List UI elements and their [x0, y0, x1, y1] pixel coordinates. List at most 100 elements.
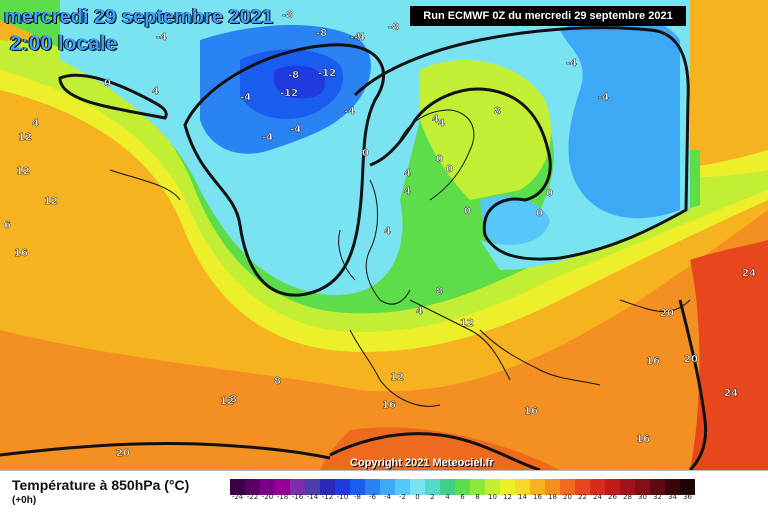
scale-swatch: -22 — [245, 479, 260, 501]
scale-tick-label: 12 — [503, 493, 512, 501]
scale-tick-label: -12 — [321, 493, 334, 501]
scale-tick-label: -6 — [369, 493, 376, 501]
contour-20-southeast — [329, 432, 541, 470]
scale-tick-label: -14 — [306, 493, 319, 501]
field-minus12 — [273, 65, 326, 99]
scale-tick-label: -16 — [291, 493, 304, 501]
isotherm-label: 12 — [16, 166, 30, 177]
scale-tick-label: -20 — [261, 493, 274, 501]
scale-tick-label: -18 — [276, 493, 289, 501]
field-minus4-east — [560, 16, 680, 219]
isotherm-label: 8 — [274, 376, 281, 387]
contour-0-east — [353, 26, 690, 261]
isotherm-label: 8 — [436, 286, 443, 297]
isotherm-label: -4 — [566, 58, 577, 69]
isotherm-label: 6 — [4, 220, 11, 231]
scale-tick-label: 16 — [533, 493, 542, 501]
scale-tick-label: 20 — [563, 493, 572, 501]
copyright: Copyright 2021 Meteociel.fr — [350, 457, 494, 469]
isotherm-label: 0 — [446, 164, 453, 175]
scale-tick-label: 8 — [475, 493, 480, 501]
scale-tick-label: 32 — [653, 493, 662, 501]
scale-swatch: -8 — [350, 479, 365, 501]
isotherm-label: 12 — [460, 318, 474, 329]
scale-tick-label: -2 — [399, 493, 406, 501]
scale-tick-label: 4 — [445, 493, 450, 501]
isotherm-label: 4 — [416, 306, 423, 317]
isotherm-label: 16 — [636, 434, 650, 445]
isotherm-label: 16 — [14, 248, 28, 259]
scale-swatch: 8 — [470, 479, 485, 501]
isotherm-label: 12 — [18, 132, 32, 143]
scale-swatch: 36 — [680, 479, 695, 501]
isotherm-label: -8 — [388, 22, 399, 33]
isotherm-label: 4 — [432, 114, 439, 125]
scale-swatch: -18 — [275, 479, 290, 501]
scale-swatch: 14 — [515, 479, 530, 501]
scale-tick-label: 18 — [548, 493, 557, 501]
scale-swatch: 34 — [665, 479, 680, 501]
isotherm-label: -4 — [240, 92, 251, 103]
temperature-map: -8 -8 -4 -8 -12 -12 -8 -4 -4 -4 -4 -4 -4 -4 -4 4 4 0 8 12 12… — [0, 0, 768, 470]
legend-subtitle: (+0h) — [12, 495, 37, 506]
isotherm-label: -8 — [288, 70, 299, 81]
field-scandinavia — [420, 60, 551, 200]
scale-tick-label: 24 — [593, 493, 602, 501]
isotherm-label: -4 — [350, 32, 361, 43]
scale-tick-label: -22 — [246, 493, 259, 501]
scale-tick-label: 2 — [430, 493, 435, 501]
run-info: Run ECMWF 0Z du mercredi 29 septembre 20… — [410, 6, 686, 26]
scale-tick-label: 26 — [608, 493, 617, 501]
legend-title: Température à 850hPa (°C) — [12, 477, 190, 493]
isotherm-label: 16 — [524, 406, 538, 417]
scale-swatch: 30 — [635, 479, 650, 501]
field-24 — [690, 240, 768, 470]
scale-tick-label: 28 — [623, 493, 632, 501]
isotherm-label: 0 — [362, 148, 369, 159]
scale-swatch: -24 — [230, 479, 245, 501]
scale-tick-label: -8 — [354, 493, 361, 501]
scale-swatch: -12 — [320, 479, 335, 501]
scale-tick-label: 36 — [683, 493, 692, 501]
scale-tick-label: 0 — [415, 493, 420, 501]
isotherm-label: 0 — [546, 188, 553, 199]
isotherm-label: -4 — [598, 92, 609, 103]
scale-swatch: -2 — [395, 479, 410, 501]
isotherm-label: 24 — [742, 268, 756, 279]
scale-swatch: 18 — [545, 479, 560, 501]
scale-swatch: 10 — [485, 479, 500, 501]
scale-swatch: 4 — [440, 479, 455, 501]
isotherm-label: 8 — [230, 394, 237, 405]
isotherm-label: 0 — [436, 154, 443, 165]
scale-swatch: 28 — [620, 479, 635, 501]
forecast-date: mercredi 29 septembre 2021 — [4, 6, 274, 28]
scale-swatch: 24 — [590, 479, 605, 501]
isotherm-label: -4 — [344, 106, 355, 117]
isotherm-label: -4 — [156, 32, 167, 43]
scale-tick-label: -10 — [336, 493, 349, 501]
scale-tick-label: 34 — [668, 493, 677, 501]
isotherm-label: -8 — [316, 28, 327, 39]
isotherm-label: 4 — [384, 226, 391, 237]
scale-tick-label: 6 — [460, 493, 465, 501]
isotherm-label: 4 — [404, 186, 411, 197]
isotherm-label: 4 — [438, 118, 445, 129]
scale-swatch: -16 — [290, 479, 305, 501]
scale-swatch: 32 — [650, 479, 665, 501]
contour-0-main — [183, 43, 386, 297]
isotherm-label: 12 — [390, 372, 404, 383]
forecast-time: 2:00 locale — [10, 32, 118, 55]
scale-swatch: 0 — [410, 479, 425, 501]
isotherm-label: -12 — [280, 88, 298, 99]
scale-swatch: 16 — [530, 479, 545, 501]
isotherm-label: 4 — [152, 86, 159, 97]
isotherm-label: 20 — [660, 308, 674, 319]
scale-tick-label: 14 — [518, 493, 527, 501]
scale-swatch: 22 — [575, 479, 590, 501]
isotherm-label: 12 — [220, 396, 234, 407]
scale-swatch: 26 — [605, 479, 620, 501]
isotherm-label: -4 — [354, 32, 365, 43]
isotherm-labels: -8-8 -4-8-12-12-8-4-4-4-4-4-4-4-444081212… — [4, 10, 756, 459]
isotherm-label: 20 — [684, 354, 698, 365]
isotherm-label: -12 — [318, 68, 336, 79]
